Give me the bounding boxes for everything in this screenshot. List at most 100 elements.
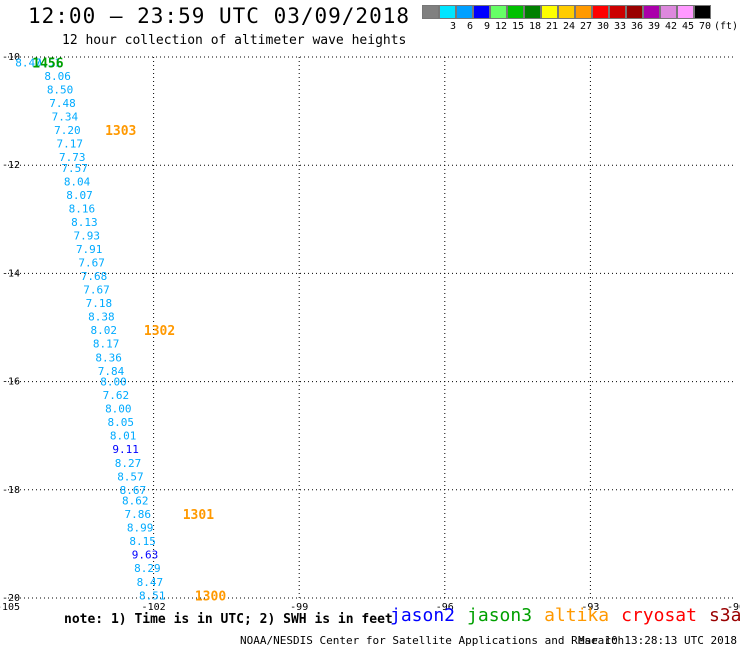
swh-value-label: 8.00 [100,376,127,389]
swh-value-label: 8.07 [66,189,93,202]
legend-swatch [660,5,677,19]
swh-value-label: 8.17 [93,338,120,351]
swh-value-label: 8.16 [69,202,96,215]
swh-value-label: 7.57 [61,162,88,175]
swh-value-label: 8.29 [134,562,161,575]
legend-label: 21 [545,21,558,32]
satellite-legend-item: jason2 [390,605,456,626]
lon-tick-label: -99 [290,602,308,613]
axis-ticks: -105 -102 -99 -96 -93 -90 -10 -12 -14 -16 -18 -20 [0,52,740,613]
legend-swatch [643,5,660,19]
swh-value-label: 7.62 [103,389,130,402]
measurement-points: 8.407.518.068.507.487.347.207.177.737.57… [15,56,165,602]
swh-value-label: 8.15 [129,535,156,548]
satellite-legend-item: jason3 [467,605,533,626]
lon-tick-label: -93 [581,602,599,613]
lat-tick-label: -16 [2,377,20,388]
legend-swatch [473,5,490,19]
legend-swatch [507,5,524,19]
swh-value-label: 8.51 [139,589,166,602]
pass-time-label: 1301 [183,508,214,523]
page-subtitle: 12 hour collection of altimeter wave hei… [62,33,407,48]
legend-label: 42 [664,21,677,32]
swh-value-label: 9.11 [112,443,139,456]
swh-value-label: 8.47 [137,576,164,589]
legend-label: 6 [466,21,473,32]
lon-tick-label: -102 [142,602,166,613]
pass-time-label: 1456 [32,56,63,71]
swh-value-label: 7.93 [74,230,101,243]
lat-tick-label: -12 [2,160,20,171]
credit-text: NOAA/NESDIS Center for Satellite Applica… [240,634,625,647]
legend-unit: (ft) [714,21,739,32]
legend-swatch [575,5,592,19]
swh-value-label: 7.86 [124,508,151,521]
swh-value-label: 9.63 [132,549,159,562]
swh-value-label: 8.04 [64,175,91,188]
swh-value-label: 8.06 [44,70,71,83]
legend-swatch [592,5,609,19]
swh-value-label: 8.02 [91,324,118,337]
legend-swatch [609,5,626,19]
legend-label: 12 [494,21,507,32]
color-legend-labels: 3 6 9 12 15 18 21 24 27 30 33 36 39 42 45 70 [422,21,711,32]
legend-label: 27 [579,21,592,32]
legend-swatch [558,5,575,19]
swh-value-label: 7.20 [54,124,81,137]
legend-swatch [490,5,507,19]
legend-swatch [626,5,643,19]
legend-swatch [694,5,711,19]
satellite-legend-item: altika [544,605,610,626]
lat-tick-label: -18 [2,485,20,496]
swh-value-label: 8.38 [88,311,115,324]
swh-value-label: 8.99 [127,522,154,535]
swh-value-label: 7.48 [49,97,76,110]
legend-swatch [422,5,439,19]
lat-tick-label: -20 [2,593,20,604]
swh-value-label: 7.67 [78,257,105,270]
swh-value-label: 7.17 [57,138,84,151]
legend-swatch [524,5,541,19]
satellite-legend-item: s3a [708,605,740,626]
credit-timestamp: Mar 10 13:28:13 UTC 2018 [578,634,737,647]
swh-value-label: 8.00 [105,403,132,416]
legend-label: 24 [562,21,575,32]
swh-value-label: 7.91 [76,243,103,256]
pass-time-label: 1302 [144,324,175,339]
legend-label: 15 [511,21,524,32]
legend-label: 36 [630,21,643,32]
swh-value-label: 7.67 [83,284,110,297]
swh-value-label: 8.01 [110,430,137,443]
legend-swatch [677,5,694,19]
swh-value-label: 8.36 [95,351,122,364]
lat-tick-label: -14 [2,268,20,279]
swh-value-label: 8.40 [15,56,42,69]
pass-time-label: 1303 [105,124,136,139]
map-grid [8,56,736,599]
lon-tick-label: -90 [727,602,740,613]
legend-label: 70 [698,21,711,32]
satellite-legend-item: cryosat [621,605,697,626]
legend-label: 33 [613,21,626,32]
swh-value-label: 8.05 [107,416,134,429]
legend-swatch [439,5,456,19]
swh-value-label: 8.67 [120,484,147,497]
swh-value-label: 8.57 [117,470,144,483]
color-legend [422,5,711,19]
swh-value-label: 8.50 [47,83,74,96]
swh-value-label: 7.18 [86,297,113,310]
legend-swatch [456,5,473,19]
note-text: note: 1) Time is in UTC; 2) SWH is in fe… [64,612,393,627]
pass-time-label: 1300 [195,589,226,604]
swh-value-label: 7.34 [52,111,79,124]
legend-label: 3 [449,21,456,32]
swh-value-label: 7.73 [59,151,86,164]
legend-label: 39 [647,21,660,32]
lon-tick-label: -96 [436,602,454,613]
legend-label: 45 [681,21,694,32]
satellite-legend: jason2 jason3 altika cryosat s3a [390,605,740,626]
swh-value-label: 8.62 [122,495,149,508]
legend-label: 18 [528,21,541,32]
pass-time-labels: 1456 1303 1302 1301 1300 [32,56,226,604]
legend-label: 30 [596,21,609,32]
